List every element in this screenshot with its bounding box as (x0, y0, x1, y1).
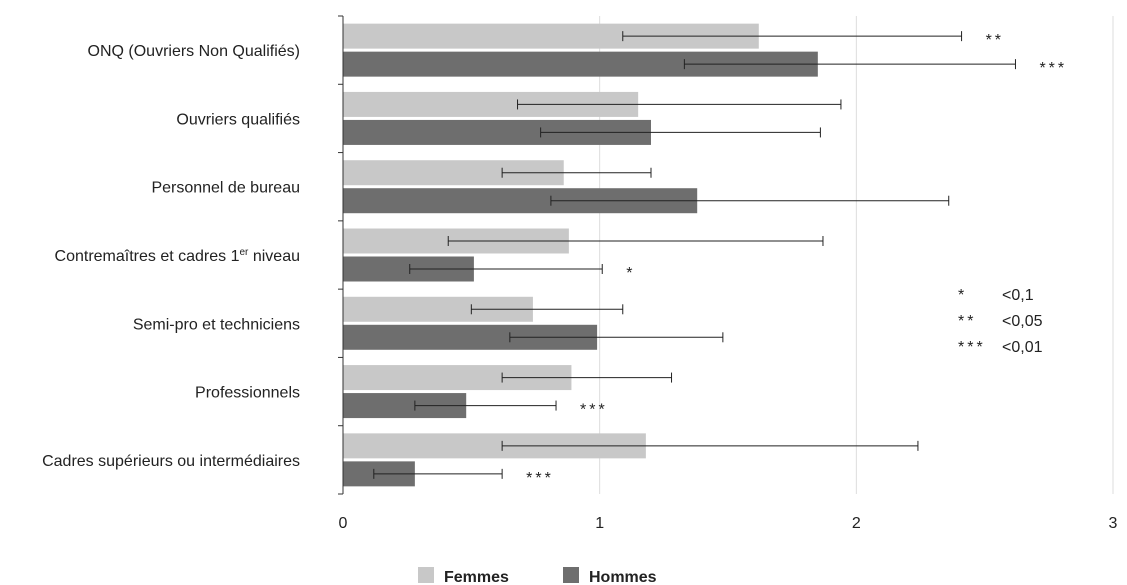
x-tick-label: 1 (595, 515, 604, 532)
category-labels: ONQ (Ouvriers Non Qualifiés) Ouvriers qua… (42, 43, 300, 470)
x-tick-label: 3 (1109, 515, 1118, 532)
significance-marker: *** (1039, 60, 1067, 77)
significance-legend: * <0,1 ** <0,05 *** <0,01 (958, 287, 1043, 356)
category-label: Contremaîtres et cadres 1er niveau (55, 247, 300, 265)
axes: 0 1 2 3 (338, 15, 1118, 532)
significance-legend-label: <0,1 (1002, 287, 1034, 304)
legend-swatch-femmes (418, 567, 434, 583)
significance-marker: *** (526, 470, 554, 487)
significance-legend-stars: ** (958, 313, 976, 330)
category-label: Personnel de bureau (151, 180, 300, 197)
gridlines (599, 16, 1114, 494)
x-tick-label: 2 (852, 515, 861, 532)
significance-legend-label: <0,05 (1002, 313, 1043, 330)
category-label: ONQ (Ouvriers Non Qualifiés) (88, 43, 301, 60)
significance-marker: *** (580, 402, 608, 419)
x-tick-label: 0 (339, 515, 348, 532)
category-label: Semi-pro et techniciens (133, 316, 300, 333)
category-label: Ouvriers qualifiés (176, 111, 300, 128)
legend-swatch-hommes (563, 567, 579, 583)
legend: Femmes Hommes (418, 567, 657, 585)
legend-label: Femmes (444, 569, 509, 585)
significance-marker: * (626, 265, 635, 282)
bars (343, 23, 818, 487)
error-bars (373, 31, 1016, 479)
category-label: Cadres supérieurs ou intermédiaires (42, 453, 300, 470)
significance-legend-label: <0,01 (1002, 339, 1043, 356)
significance-legend-stars: * (958, 287, 967, 304)
significance-markers: ************ (526, 32, 1067, 487)
significance-legend-stars: *** (958, 339, 986, 356)
legend-label: Hommes (589, 569, 657, 585)
significance-marker: ** (986, 32, 1004, 49)
category-label: Professionnels (195, 385, 300, 402)
